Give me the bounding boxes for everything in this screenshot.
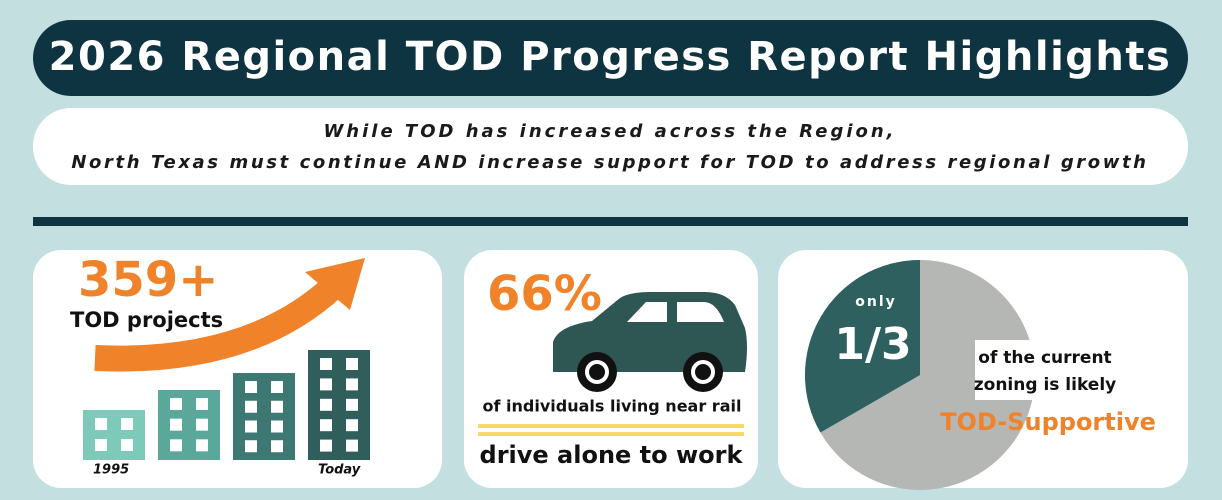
window [271, 420, 283, 433]
building [158, 390, 220, 460]
window [271, 440, 283, 453]
wheel [683, 352, 723, 392]
stat: 1/3 [834, 319, 911, 370]
wheel [577, 352, 617, 392]
window [196, 439, 208, 452]
window [245, 440, 257, 453]
emphasis: TOD-Supportive [940, 408, 1156, 436]
window [346, 398, 358, 411]
subtitle-box [33, 108, 1188, 185]
rule [478, 432, 744, 436]
axis-label: Today [318, 463, 361, 478]
rule [478, 424, 744, 428]
subtitle-line: While TOD has increased across the Regio… [323, 121, 896, 142]
building [308, 350, 370, 460]
building [233, 373, 295, 460]
window [95, 439, 107, 451]
qualifier: only [855, 294, 897, 310]
window [170, 439, 182, 452]
window [320, 419, 332, 432]
window [245, 381, 257, 393]
window [170, 418, 182, 431]
subtitle-line: North Texas must continue AND increase s… [71, 152, 1148, 173]
arrow-head [305, 258, 365, 310]
emphasis: drive alone to work [480, 441, 744, 469]
window [196, 418, 208, 431]
window [196, 398, 208, 410]
growth-arrow [94, 275, 344, 372]
window [271, 381, 283, 393]
label-backdrop [975, 340, 1135, 400]
window [346, 419, 358, 432]
stat: 66% [487, 266, 602, 322]
car-window [677, 302, 724, 322]
axis-label: 1995 [93, 463, 129, 478]
car-window [627, 302, 667, 322]
window [121, 439, 133, 451]
divider [33, 217, 1188, 226]
window [271, 400, 283, 413]
pie-slice [804, 260, 920, 433]
window [320, 378, 332, 391]
window [245, 420, 257, 433]
stat-label: of individuals living near rail [483, 397, 742, 416]
window [121, 418, 133, 430]
building [83, 410, 145, 460]
title: 2026 Regional TOD Progress Report Highli… [49, 34, 1172, 80]
window [245, 400, 257, 413]
window [320, 439, 332, 452]
window [320, 358, 332, 370]
stat: 359+ [78, 252, 218, 308]
window [346, 358, 358, 370]
window [346, 378, 358, 391]
buildings-illustration [83, 350, 370, 460]
stat-label: of the current [978, 348, 1111, 368]
title-banner [33, 20, 1188, 96]
window [95, 418, 107, 430]
window [170, 398, 182, 410]
window [346, 439, 358, 452]
window [320, 398, 332, 411]
stat-label: zoning is likely [974, 375, 1117, 395]
stat-label: TOD projects [70, 308, 223, 332]
